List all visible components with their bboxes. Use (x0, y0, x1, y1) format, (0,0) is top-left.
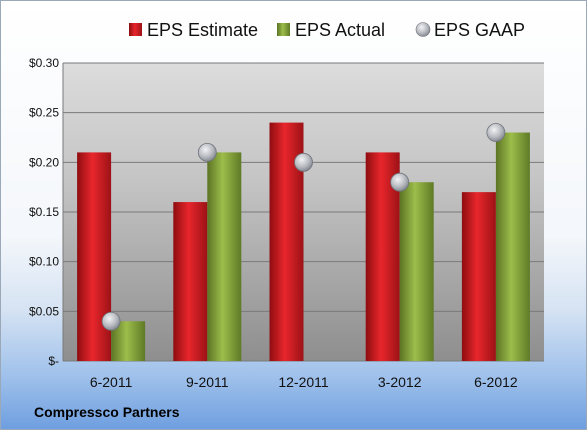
marker-eps-gaap (390, 172, 410, 192)
x-tick-label: 6-2012 (474, 374, 518, 390)
legend-label: EPS Estimate (147, 20, 258, 40)
x-tick-label: 3-2012 (378, 374, 422, 390)
y-tick-label: $- (48, 354, 59, 368)
y-tick-label: $0.20 (29, 155, 59, 169)
x-tick-label: 6-2011 (90, 374, 133, 390)
y-tick-label: $0.10 (29, 255, 59, 269)
y-tick-label: $0.25 (29, 106, 59, 120)
legend-swatch (415, 22, 431, 37)
marker-eps-gaap (486, 123, 506, 142)
marker-eps-gaap (197, 142, 217, 162)
bar-eps-actual (399, 182, 434, 361)
y-tick-label: $0.15 (29, 205, 59, 219)
y-tick-label: $0.30 (29, 56, 59, 70)
bar-eps-estimate (173, 202, 208, 361)
y-tick-label: $0.05 (29, 304, 59, 318)
legend-swatch (129, 23, 142, 36)
bar-eps-estimate (461, 192, 496, 361)
company-label: Compressco Partners (34, 404, 180, 420)
x-tick-label: 9-2011 (186, 374, 229, 390)
bar-eps-estimate (77, 152, 112, 361)
legend-swatch (277, 23, 290, 36)
x-tick-label: 12-2011 (278, 374, 329, 390)
bar-eps-actual (207, 152, 242, 361)
marker-eps-gaap (294, 152, 313, 172)
legend-label: EPS GAAP (434, 20, 525, 40)
bar-eps-actual (495, 132, 530, 361)
marker-eps-gaap (101, 311, 121, 331)
legend-label: EPS Actual (295, 20, 385, 40)
